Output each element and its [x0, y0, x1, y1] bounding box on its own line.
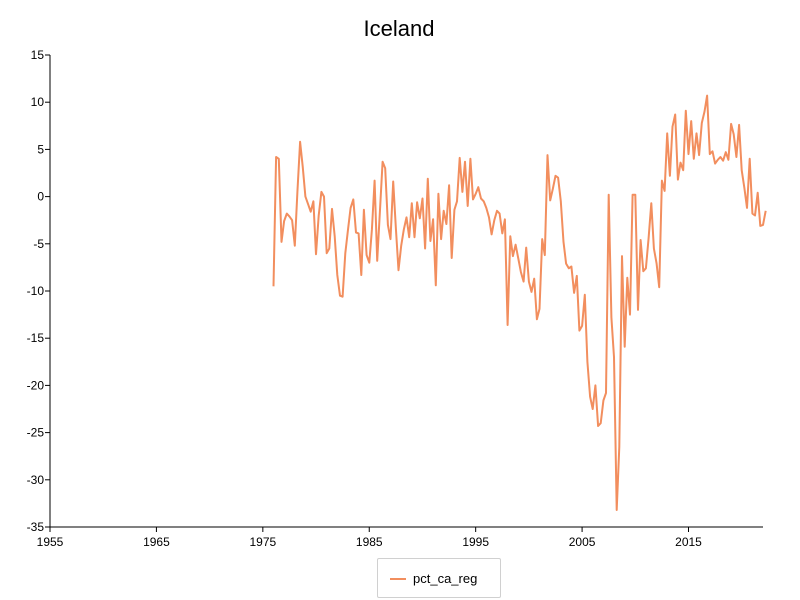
y-tick-label: -20 [27, 378, 45, 392]
y-tick-label: -25 [27, 426, 45, 440]
x-tick-label: 2015 [675, 535, 702, 549]
y-tick-label: -10 [27, 284, 45, 298]
y-tick-label: -5 [33, 237, 44, 251]
x-tick-label: 1995 [462, 535, 489, 549]
series-line-pct-ca-reg [272, 94, 767, 511]
chart-title: Iceland [364, 16, 435, 41]
y-axis-ticks: 15 10 5 0 -5 -10 -15 -20 -25 -30 -35 [27, 48, 50, 534]
x-tick-label: 1975 [249, 535, 276, 549]
x-tick-label: 1965 [143, 535, 170, 549]
legend: pct_ca_reg [377, 558, 501, 598]
legend-swatch [390, 578, 406, 580]
y-tick-label: -35 [27, 520, 45, 534]
y-tick-label: 0 [37, 190, 44, 204]
x-tick-label: 1985 [356, 535, 383, 549]
y-tick-label: -15 [27, 331, 45, 345]
x-tick-label: 1955 [37, 535, 64, 549]
y-tick-label: 15 [31, 48, 45, 62]
y-tick-label: 5 [37, 142, 44, 156]
x-tick-label: 2005 [569, 535, 596, 549]
y-tick-label: -30 [27, 473, 45, 487]
x-axis-ticks: 1955 1965 1975 1985 1995 2005 2015 [37, 527, 702, 549]
legend-label: pct_ca_reg [413, 571, 478, 586]
y-tick-label: 10 [31, 95, 45, 109]
